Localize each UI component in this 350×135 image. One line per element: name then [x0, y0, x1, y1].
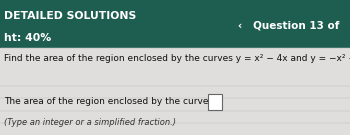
- Text: Find the area of the region enclosed by the curves y = x² − 4x and y = −x² + 6x.: Find the area of the region enclosed by …: [4, 54, 350, 63]
- Bar: [0, 0, 350, 48]
- Text: ‹   Question 13 of: ‹ Question 13 of: [238, 21, 340, 31]
- Text: (Type an integer or a simplified fraction.): (Type an integer or a simplified fractio…: [4, 118, 176, 127]
- Bar: [0, 48, 350, 135]
- Bar: [208, 94, 222, 110]
- Text: ht: 40%: ht: 40%: [4, 33, 51, 43]
- Text: The area of the region enclosed by the curves is: The area of the region enclosed by the c…: [4, 97, 223, 106]
- Text: DETAILED SOLUTIONS: DETAILED SOLUTIONS: [4, 11, 136, 21]
